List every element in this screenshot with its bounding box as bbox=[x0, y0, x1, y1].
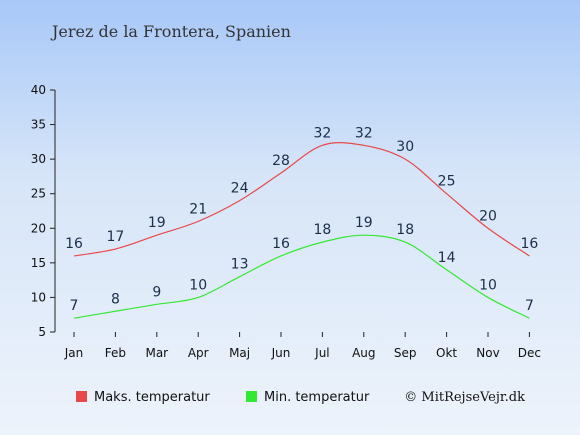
data-label-max: 16 bbox=[65, 236, 83, 252]
data-label-max: 21 bbox=[189, 201, 207, 217]
data-label-min: 10 bbox=[479, 277, 497, 293]
series-line-max bbox=[73, 142, 530, 257]
data-label-max: 28 bbox=[272, 153, 290, 169]
series-lines bbox=[73, 142, 530, 319]
data-label-min: 16 bbox=[272, 236, 290, 252]
y-axis-ticks: 5 10 15 20 25 30 35 40 bbox=[31, 83, 55, 339]
data-label-max: 24 bbox=[231, 181, 249, 197]
y-tick-label: 30 bbox=[31, 152, 46, 166]
x-tick-label: Apr bbox=[188, 346, 209, 360]
legend-swatch-max bbox=[76, 391, 87, 402]
series-line-min bbox=[73, 234, 530, 319]
y-tick-label: 40 bbox=[31, 83, 46, 97]
legend-label-min: Min. temperatur bbox=[264, 390, 370, 405]
x-tick-label: Dec bbox=[518, 346, 541, 360]
data-label-min: 8 bbox=[111, 291, 120, 307]
x-tick-label: Mar bbox=[145, 346, 168, 360]
y-tick-label: 5 bbox=[38, 325, 46, 339]
x-tick-label: Aug bbox=[352, 346, 375, 360]
data-label-min: 7 bbox=[525, 298, 534, 314]
data-label-min: 18 bbox=[313, 222, 331, 238]
data-label-min: 19 bbox=[355, 215, 373, 231]
data-labels: 16 17 19 21 24 28 32 32 30 25 20 16 7 8 9 10 13 16 18 19 18 1… bbox=[65, 125, 538, 314]
y-tick-label: 15 bbox=[31, 256, 46, 270]
credit-text: © MitRejseVejr.dk bbox=[404, 390, 525, 405]
x-tick-label: Nov bbox=[476, 346, 499, 360]
x-tick-label: Maj bbox=[229, 346, 250, 360]
chart-title: Jerez de la Frontera, Spanien bbox=[50, 22, 291, 41]
x-tick-label: Okt bbox=[436, 346, 457, 360]
data-label-min: 14 bbox=[438, 250, 456, 266]
data-label-min: 18 bbox=[396, 222, 414, 238]
data-label-max: 20 bbox=[479, 208, 497, 224]
x-tick-label: Sep bbox=[394, 346, 417, 360]
x-tick-label: Jun bbox=[271, 346, 291, 360]
y-tick-label: 10 bbox=[31, 290, 46, 304]
y-tick-label: 20 bbox=[31, 221, 46, 235]
legend-swatch-min bbox=[246, 391, 257, 402]
x-tick-label: Jul bbox=[314, 346, 329, 360]
data-label-max: 16 bbox=[520, 236, 538, 252]
data-label-max: 32 bbox=[313, 125, 331, 141]
x-tick-label: Jan bbox=[64, 346, 84, 360]
data-label-max: 32 bbox=[355, 125, 373, 141]
data-label-max: 17 bbox=[106, 229, 124, 245]
x-tick-label: Feb bbox=[105, 346, 126, 360]
x-axis-ticks: Jan Feb Mar Apr Maj Jun Jul Aug Sep Okt Nov Dec bbox=[64, 332, 541, 360]
legend-label-max: Maks. temperatur bbox=[94, 390, 210, 405]
data-label-max: 25 bbox=[438, 174, 456, 190]
data-label-min: 13 bbox=[231, 257, 249, 273]
y-tick-label: 35 bbox=[31, 118, 46, 132]
data-label-min: 7 bbox=[70, 298, 79, 314]
data-label-max: 19 bbox=[148, 215, 166, 231]
data-label-min: 10 bbox=[189, 277, 207, 293]
y-tick-label: 25 bbox=[31, 187, 46, 201]
data-label-max: 30 bbox=[396, 139, 414, 155]
data-label-min: 9 bbox=[152, 284, 161, 300]
